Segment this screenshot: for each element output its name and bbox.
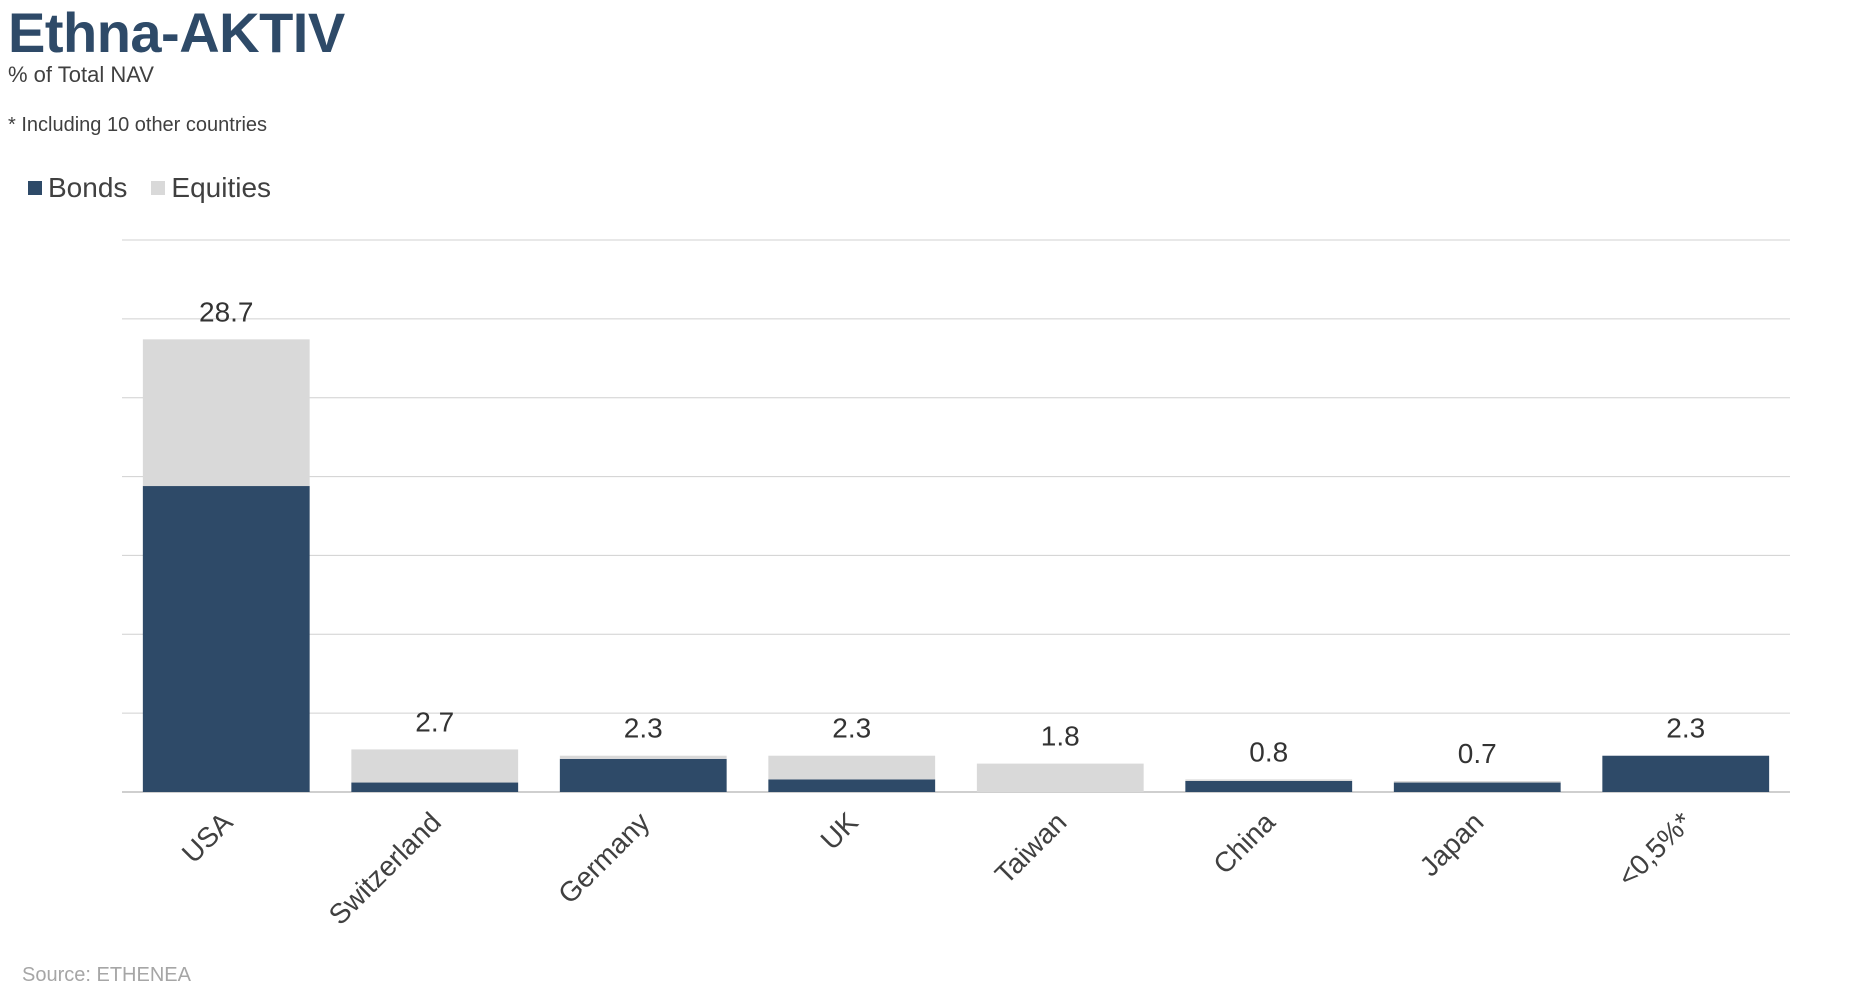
bar-total-label: 2.3: [832, 713, 871, 744]
x-tick-label: Taiwan: [989, 806, 1073, 890]
bar-bonds: [142, 486, 310, 792]
x-tick-label: Germany: [552, 806, 655, 909]
bar-equities: [976, 763, 1144, 792]
x-tick-label: China: [1207, 806, 1281, 880]
bar-total-label: 1.8: [1041, 721, 1080, 752]
bar-bonds: [351, 782, 519, 792]
bar-bonds: [1185, 780, 1353, 792]
x-tick-label: UK: [815, 806, 865, 856]
bar-total-label: 2.3: [1666, 713, 1705, 744]
bar-bonds: [1602, 755, 1770, 792]
legend-label-equities: Equities: [171, 172, 272, 203]
bar-bonds: [1393, 782, 1561, 792]
chart-legend: Bonds Equities: [28, 172, 295, 204]
x-tick-label: USA: [176, 806, 239, 869]
x-tick-label: Japan: [1414, 806, 1490, 882]
bar-total-label: 0.8: [1249, 736, 1288, 767]
legend-item-equities[interactable]: Equities: [151, 172, 271, 204]
bar-total-label: 2.7: [415, 706, 454, 737]
bar-total-label: 0.7: [1458, 738, 1497, 769]
legend-label-bonds: Bonds: [48, 172, 128, 203]
chart-subtitle: % of Total NAV: [8, 62, 154, 87]
footnote: * Including 10 other countries: [8, 114, 268, 136]
bar-bonds: [768, 779, 936, 792]
legend-item-bonds[interactable]: Bonds: [28, 172, 127, 204]
x-tick-label: Switzerland: [323, 806, 447, 930]
legend-swatch-bonds: [28, 181, 42, 195]
bar-equities: [768, 755, 936, 780]
bar-equities: [1185, 779, 1353, 781]
bar-total-label: 2.3: [624, 713, 663, 744]
bar-total-label: 28.7: [199, 296, 254, 327]
bar-equities: [1393, 780, 1561, 783]
source-note: Source: ETHENEA: [22, 964, 191, 986]
legend-swatch-equities: [151, 181, 166, 195]
bar-equities: [351, 749, 519, 783]
x-tick-label: <0,5%*: [1612, 806, 1698, 892]
bar-bonds: [559, 758, 727, 792]
bar-equities: [559, 755, 727, 759]
page-title: Ethna-AKTIV: [8, 1, 345, 64]
bar-equities: [142, 339, 310, 487]
